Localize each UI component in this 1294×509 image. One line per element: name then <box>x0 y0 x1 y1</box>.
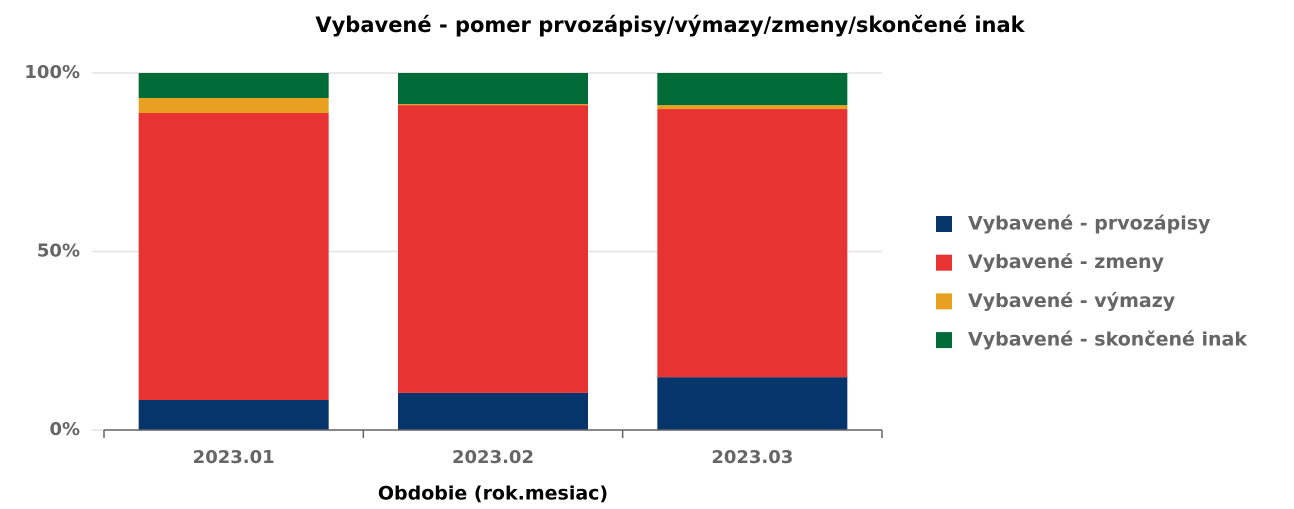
legend-label: Vybavené - skončené inak <box>968 329 1247 351</box>
bar-segment <box>398 105 588 393</box>
legend-swatch <box>936 254 952 271</box>
legend-label: Vybavené - prvozápisy <box>968 213 1211 235</box>
legend-swatch <box>936 216 952 232</box>
y-tick-label: 100% <box>24 62 80 83</box>
bar-segment <box>138 97 329 113</box>
x-axis-label: Obdobie (rok.mesiac) <box>378 483 608 505</box>
bar-segment <box>138 112 329 401</box>
bar-segment <box>657 109 848 378</box>
y-tick-label: 50% <box>37 241 80 262</box>
y-tick-label: 0% <box>49 419 80 440</box>
x-tick-label: 2023.03 <box>711 447 793 468</box>
legend-label: Vybavené - výmazy <box>968 290 1176 312</box>
x-tick-label: 2023.01 <box>193 447 275 468</box>
chart-title: Vybavené - pomer prvozápisy/výmazy/zmeny… <box>315 13 1025 37</box>
bar-segment <box>138 400 329 430</box>
bar-segment <box>657 105 848 110</box>
bar-segment <box>138 73 329 98</box>
bar-segment <box>657 73 848 106</box>
legend-swatch <box>936 293 952 310</box>
x-tick-label: 2023.02 <box>452 447 534 468</box>
bar-segment <box>398 392 588 430</box>
legend-swatch <box>936 332 952 349</box>
bar-segment <box>657 377 848 430</box>
bar-segment <box>398 73 588 105</box>
legend-label: Vybavené - zmeny <box>968 251 1165 273</box>
bar-segment <box>398 104 588 106</box>
